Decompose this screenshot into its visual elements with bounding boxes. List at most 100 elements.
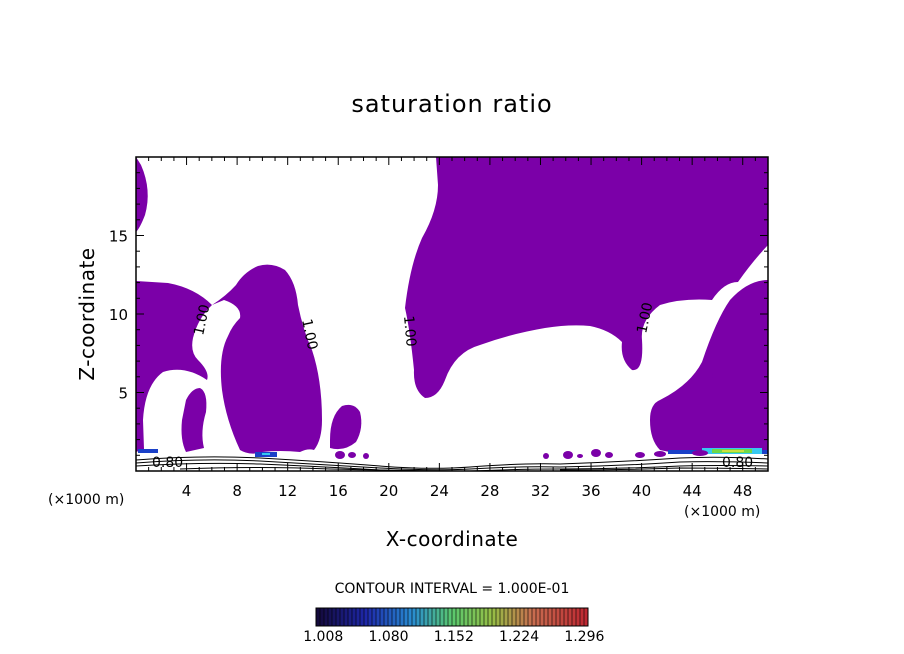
colorbar-cell [548,608,552,626]
contour-label: 1.00 [191,303,213,337]
colorbar-cell [432,608,436,626]
colorbar-cell [328,608,332,626]
supersaturation-fill [136,157,768,459]
x-tick-label: 12 [278,482,297,500]
colorbar-cell [524,608,528,626]
colorbar-cell [356,608,360,626]
colorbar-cell [564,608,568,626]
colorbar-cell [428,608,432,626]
colorbar-cell [500,608,504,626]
colorbar-cell [552,608,556,626]
colorbar-cell [416,608,420,626]
colorbar-cell [532,608,536,626]
x-tick-label: 8 [232,482,242,500]
colorbar-tick-label: 1.080 [368,629,408,645]
x-tick-label: 32 [531,482,550,500]
colorbar-cell [436,608,440,626]
colorbar-cell [468,608,472,626]
low-level-color-cells [138,448,768,457]
contour-label: 1.00 [298,318,320,352]
colorbar-cell [572,608,576,626]
colorbar-cell [368,608,372,626]
colorbar-cell [456,608,460,626]
colorbar-cell [388,608,392,626]
colorbar-cell [360,608,364,626]
colorbar-tick-label: 1.152 [434,629,474,645]
colorbar-cell [380,608,384,626]
contour-interval-text: CONTOUR INTERVAL = 1.000E-01 [335,581,570,597]
colorbar-cell [364,608,368,626]
y-tick-label: 5 [118,385,128,403]
colorbar-cell [320,608,324,626]
colorbar-cell [324,608,328,626]
fill-region-left-band [136,281,212,452]
x-tick-label: 24 [430,482,449,500]
colorbar-cell [444,608,448,626]
colorbar-tick-label: 1.224 [499,629,539,645]
x-axis-label: X-coordinate [386,527,519,551]
colorbar-cell [400,608,404,626]
x-tick-label: 40 [632,482,651,500]
y-axis-label: Z-coordinate [75,247,99,380]
colorbar-cell [460,608,464,626]
plot-area [135,156,769,472]
colorbar-cell [352,608,356,626]
colorbar-cell [412,608,416,626]
x-unit-label-left: (×1000 m) [48,492,124,508]
colorbar-cell [576,608,580,626]
colorbar-cell [316,608,320,626]
chart-title: saturation ratio [351,90,552,118]
colorbar-cell [528,608,532,626]
colorbar-cell [480,608,484,626]
colorbar-cell [560,608,564,626]
colorbar-cell [476,608,480,626]
colorbar-tick-label: 1.008 [303,629,343,645]
colorbar-cell [464,608,468,626]
colorbar-cell [484,608,488,626]
colorbar-cell [332,608,336,626]
fill-region-blob-small [330,404,362,450]
colorbar-cell [420,608,424,626]
contour-label: 1.00 [634,301,656,335]
colorbar-cell [512,608,516,626]
colorbar-cell [348,608,352,626]
colorbar-cell [556,608,560,626]
colorbar-cell [440,608,444,626]
ground-blobs [335,373,716,459]
colorbar-cell [492,608,496,626]
x-tick-label: 20 [379,482,398,500]
x-tick-label: 48 [733,482,752,500]
colorbar-cell [504,608,508,626]
colorbar-cell [396,608,400,626]
colorbar-cell [584,608,588,626]
colorbar-cell [472,608,476,626]
fill-region-left-column [212,264,322,454]
colorbar-cell [344,608,348,626]
colorbar-cell [540,608,544,626]
x-tick-label: 16 [329,482,348,500]
colorbar-cell [452,608,456,626]
colorbar-cell [544,608,548,626]
x-tick-labels: 4 8 12 16 20 24 28 32 36 40 44 48 [182,482,752,500]
fill-region-left-top [136,157,148,232]
colorbar-cell [516,608,520,626]
fill-region-inner-column [181,388,207,452]
colorbar-frame [315,607,589,627]
colorbar-cell [384,608,388,626]
colorbar-cell [580,608,584,626]
colorbar-cell [568,608,572,626]
x-tick-label: 44 [683,482,702,500]
colorbar-cell [508,608,512,626]
colorbar-tick-label: 1.296 [564,629,604,645]
x-tick-label: 28 [480,482,499,500]
colorbar-cell [336,608,340,626]
contour-label: 0.80 [152,455,183,471]
colorbar-cell [408,608,412,626]
fill-region-center [405,157,768,398]
colorbar-cell [424,608,428,626]
x-tick-label: 4 [182,482,192,500]
colorbar [315,607,589,627]
colorbar-tick-labels: 1.008 1.080 1.152 1.224 1.296 [303,629,604,645]
contour-label: 1.00 [400,315,419,347]
